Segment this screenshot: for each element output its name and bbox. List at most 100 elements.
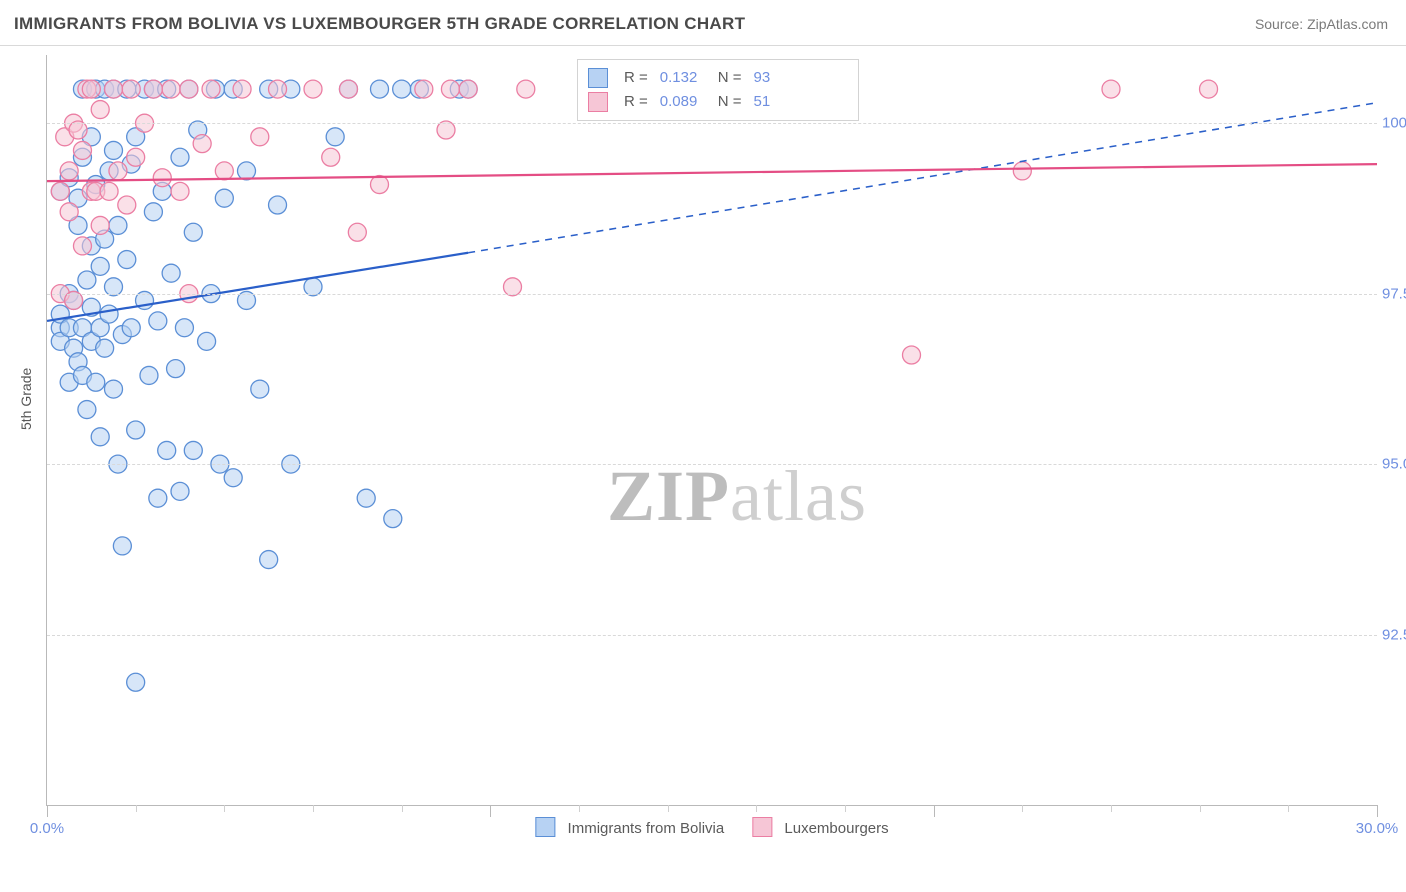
data-point-lux xyxy=(371,176,389,194)
x-tick-minor xyxy=(313,805,314,812)
x-tick-minor xyxy=(1111,805,1112,812)
data-point-lux xyxy=(60,162,78,180)
page-title: IMMIGRANTS FROM BOLIVIA VS LUXEMBOURGER … xyxy=(14,14,745,34)
gridline xyxy=(47,123,1377,124)
r-label: R = xyxy=(624,66,648,90)
data-point-bolivia xyxy=(167,360,185,378)
data-point-bolivia xyxy=(171,148,189,166)
data-point-lux xyxy=(91,101,109,119)
source-prefix: Source: xyxy=(1255,16,1307,32)
r-label: R = xyxy=(624,90,648,114)
correlation-legend: R = 0.132 N = 93 R = 0.089 N = 51 xyxy=(577,59,859,121)
data-point-lux xyxy=(233,80,251,98)
data-point-bolivia xyxy=(224,469,242,487)
data-point-bolivia xyxy=(87,373,105,391)
gridline xyxy=(47,464,1377,465)
data-point-lux xyxy=(122,80,140,98)
x-tick-major xyxy=(1377,805,1378,817)
data-point-lux xyxy=(251,128,269,146)
data-point-lux xyxy=(105,80,123,98)
x-tick-minor xyxy=(845,805,846,812)
data-point-lux xyxy=(60,203,78,221)
data-point-bolivia xyxy=(215,189,233,207)
data-point-lux xyxy=(51,182,69,200)
data-point-lux xyxy=(82,80,100,98)
legend-item-bolivia: Immigrants from Bolivia xyxy=(535,817,724,837)
x-tick-minor xyxy=(1200,805,1201,812)
x-tick-minor xyxy=(1022,805,1023,812)
data-point-bolivia xyxy=(105,380,123,398)
data-point-bolivia xyxy=(238,162,256,180)
data-point-lux xyxy=(348,223,366,241)
data-point-bolivia xyxy=(118,251,136,269)
data-point-bolivia xyxy=(78,401,96,419)
data-point-lux xyxy=(109,162,127,180)
data-point-bolivia xyxy=(175,319,193,337)
swatch-bolivia xyxy=(588,68,608,88)
y-tick-label: 97.5% xyxy=(1382,285,1406,302)
x-tick-major xyxy=(490,805,491,817)
x-tick-minor xyxy=(668,805,669,812)
data-point-lux xyxy=(269,80,287,98)
data-point-bolivia xyxy=(171,482,189,500)
swatch-lux xyxy=(752,817,772,837)
data-point-lux xyxy=(144,80,162,98)
series-name-lux: Luxembourgers xyxy=(784,820,888,837)
data-point-lux xyxy=(118,196,136,214)
n-value-lux: 51 xyxy=(754,90,804,114)
data-point-lux xyxy=(441,80,459,98)
data-point-lux xyxy=(202,80,220,98)
data-point-bolivia xyxy=(357,489,375,507)
trendline-bolivia-extrapolated xyxy=(468,103,1377,253)
data-point-lux xyxy=(322,148,340,166)
data-point-lux xyxy=(100,182,118,200)
x-tick-minor xyxy=(756,805,757,812)
n-value-bolivia: 93 xyxy=(754,66,804,90)
data-point-bolivia xyxy=(78,271,96,289)
data-point-lux xyxy=(73,141,91,159)
plot-svg xyxy=(47,55,1377,805)
x-tick-major xyxy=(47,805,48,817)
source-name: ZipAtlas.com xyxy=(1307,16,1388,32)
data-point-bolivia xyxy=(100,305,118,323)
header-bar: IMMIGRANTS FROM BOLIVIA VS LUXEMBOURGER … xyxy=(0,0,1406,46)
scatter-plot: ZIPatlas R = 0.132 N = 93 R = 0.089 N = … xyxy=(46,55,1377,806)
y-axis-title: 5th Grade xyxy=(18,368,34,430)
data-point-bolivia xyxy=(127,673,145,691)
data-point-bolivia xyxy=(105,141,123,159)
r-value-lux: 0.089 xyxy=(660,90,710,114)
x-tick-major xyxy=(934,805,935,817)
y-tick-label: 95.0% xyxy=(1382,456,1406,473)
data-point-lux xyxy=(193,135,211,153)
x-tick-minor xyxy=(136,805,137,812)
data-point-lux xyxy=(215,162,233,180)
data-point-bolivia xyxy=(158,441,176,459)
data-point-lux xyxy=(127,148,145,166)
data-point-bolivia xyxy=(96,339,114,357)
data-point-lux xyxy=(162,80,180,98)
data-point-bolivia xyxy=(384,510,402,528)
data-point-bolivia xyxy=(109,216,127,234)
data-point-bolivia xyxy=(371,80,389,98)
data-point-lux xyxy=(903,346,921,364)
data-point-lux xyxy=(91,216,109,234)
data-point-lux xyxy=(304,80,322,98)
data-point-bolivia xyxy=(91,257,109,275)
data-point-lux xyxy=(415,80,433,98)
data-point-lux xyxy=(339,80,357,98)
swatch-bolivia xyxy=(535,817,555,837)
data-point-bolivia xyxy=(140,366,158,384)
data-point-lux xyxy=(459,80,477,98)
data-point-lux xyxy=(153,169,171,187)
data-point-bolivia xyxy=(127,421,145,439)
x-tick-minor xyxy=(579,805,580,812)
data-point-bolivia xyxy=(91,428,109,446)
data-point-lux xyxy=(1200,80,1218,98)
data-point-lux xyxy=(1102,80,1120,98)
data-point-bolivia xyxy=(326,128,344,146)
data-point-bolivia xyxy=(149,312,167,330)
y-tick-label: 100.0% xyxy=(1382,115,1406,132)
data-point-bolivia xyxy=(251,380,269,398)
data-point-bolivia xyxy=(144,203,162,221)
data-point-bolivia xyxy=(184,441,202,459)
